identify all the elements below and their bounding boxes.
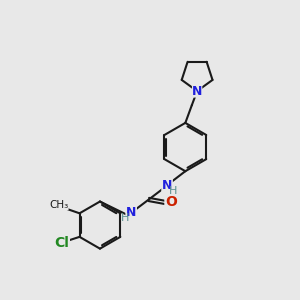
Text: N: N — [126, 206, 136, 219]
Text: O: O — [165, 195, 177, 209]
Text: H: H — [169, 186, 178, 196]
Text: N: N — [162, 179, 172, 192]
Text: N: N — [192, 85, 202, 98]
Text: CH₃: CH₃ — [49, 200, 69, 210]
Text: H: H — [121, 213, 129, 223]
Text: Cl: Cl — [54, 236, 69, 250]
